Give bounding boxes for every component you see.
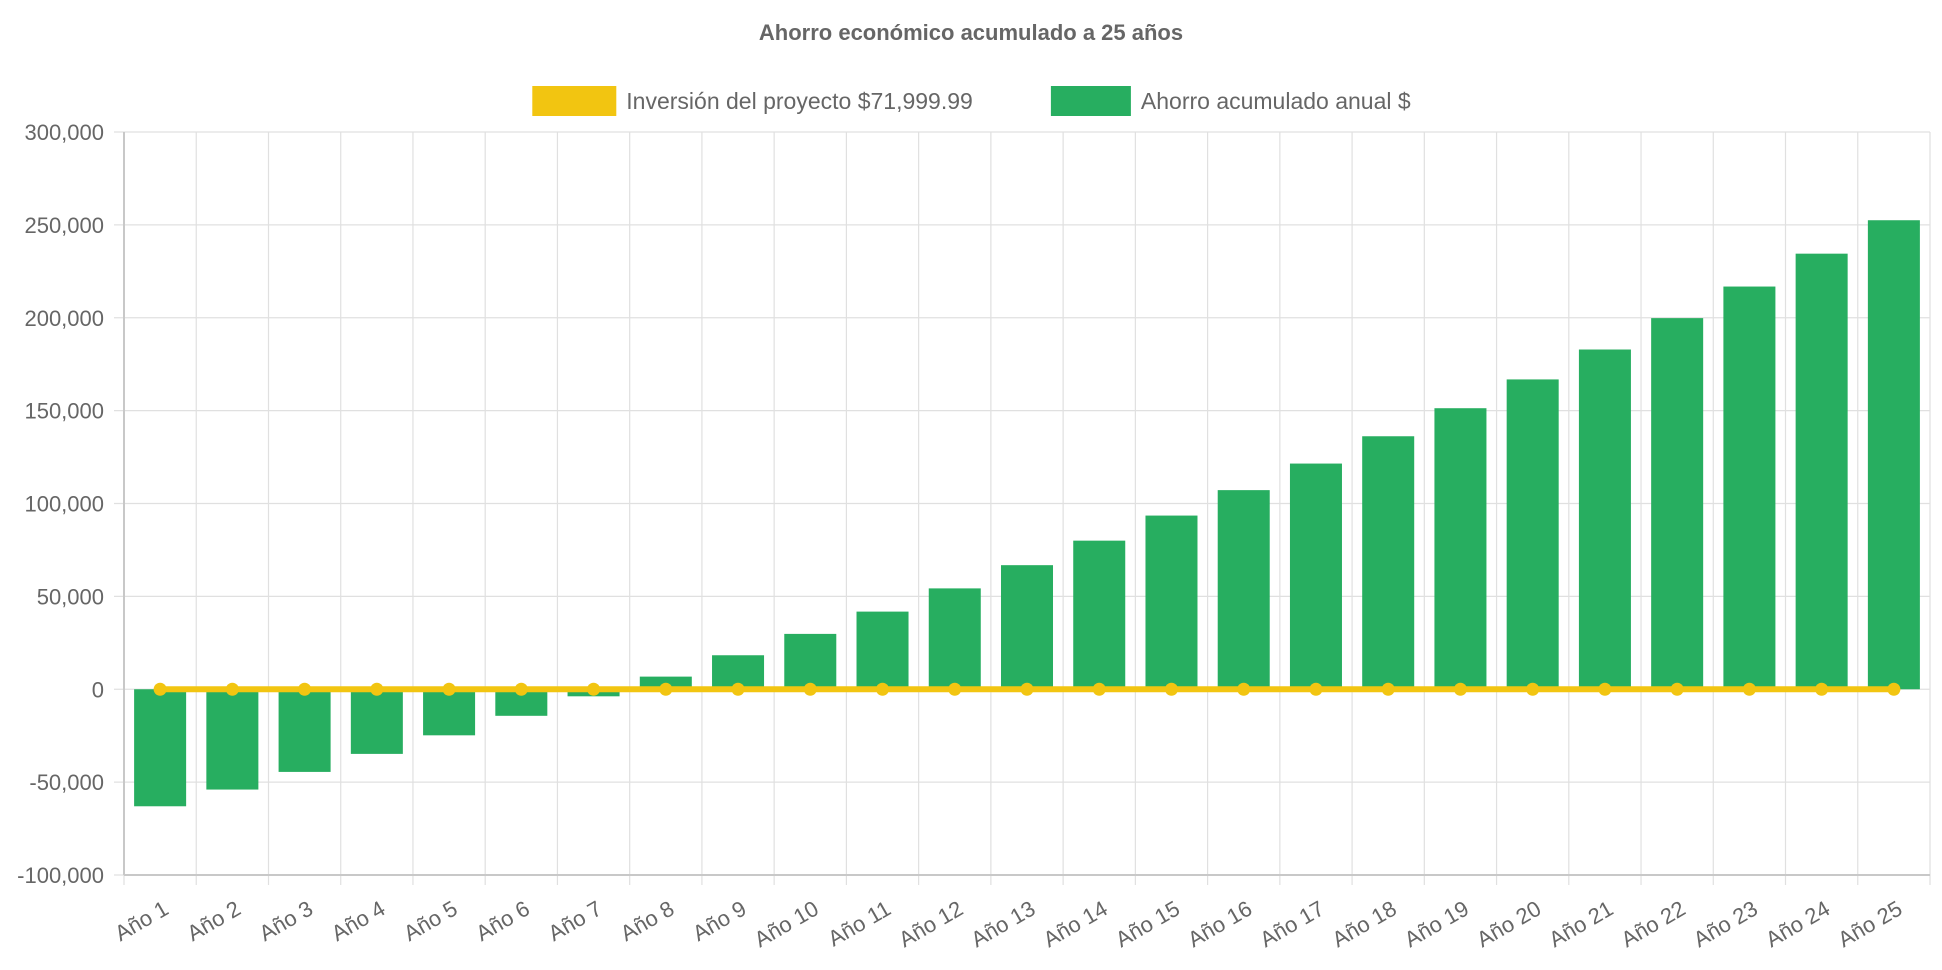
x-tick-label: Año 20 bbox=[1472, 896, 1545, 953]
investment-point bbox=[225, 682, 239, 696]
investment-point bbox=[1381, 682, 1395, 696]
bar bbox=[1145, 515, 1198, 690]
legend-swatch bbox=[1050, 86, 1131, 116]
bar bbox=[1867, 220, 1920, 690]
x-tick-label: Año 4 bbox=[327, 896, 389, 946]
bar bbox=[206, 689, 259, 790]
legend-label: Inversión del proyecto $71,999.99 bbox=[626, 88, 973, 114]
x-tick-label: Año 6 bbox=[472, 896, 534, 946]
y-tick-label: 50,000 bbox=[37, 584, 104, 609]
x-tick-label: Año 7 bbox=[544, 896, 606, 946]
x-tick-label: Año 14 bbox=[1039, 896, 1112, 953]
y-tick-label: 0 bbox=[92, 677, 104, 702]
x-tick-label: Año 23 bbox=[1689, 896, 1762, 953]
x-tick-label: Año 16 bbox=[1183, 896, 1256, 953]
investment-point bbox=[1309, 682, 1323, 696]
investment-point bbox=[1020, 682, 1034, 696]
axis-layer: 300,000 250,000 200,000 150,000 100,000 50,00… bbox=[17, 120, 1930, 952]
investment-point bbox=[731, 682, 745, 696]
bar bbox=[278, 689, 331, 772]
x-tick-label: Año 1 bbox=[110, 896, 172, 946]
x-tick-label: Año 5 bbox=[399, 896, 461, 946]
investment-point bbox=[370, 682, 384, 696]
bar bbox=[423, 689, 476, 736]
bar bbox=[1362, 436, 1415, 690]
bar bbox=[1506, 379, 1559, 690]
x-tick-label: Año 19 bbox=[1400, 896, 1473, 953]
bar bbox=[1434, 408, 1487, 690]
legend-label: Ahorro acumulado anual $ bbox=[1141, 88, 1411, 114]
investment-point bbox=[803, 682, 817, 696]
x-tick-label: Año 10 bbox=[750, 896, 823, 953]
y-tick-label: 300,000 bbox=[24, 120, 104, 145]
y-tick-label: 200,000 bbox=[24, 306, 104, 331]
x-tick-label: Año 11 bbox=[824, 896, 895, 952]
investment-point bbox=[1598, 682, 1612, 696]
x-tick-label: Año 24 bbox=[1761, 896, 1834, 953]
investment-point bbox=[153, 682, 167, 696]
investment-point bbox=[1742, 682, 1756, 696]
x-tick-label: Año 3 bbox=[255, 896, 317, 946]
x-tick-label: Año 2 bbox=[183, 896, 245, 946]
investment-point bbox=[1815, 682, 1829, 696]
bar bbox=[928, 588, 981, 690]
x-tick-label: Año 22 bbox=[1617, 896, 1690, 953]
investment-point bbox=[1887, 682, 1901, 696]
y-tick-label: 250,000 bbox=[24, 213, 104, 238]
investment-point bbox=[587, 682, 601, 696]
bar bbox=[1217, 490, 1270, 690]
x-tick-label: Año 9 bbox=[688, 896, 750, 946]
investment-point bbox=[1164, 682, 1178, 696]
bar bbox=[1000, 565, 1054, 690]
investment-point bbox=[1453, 682, 1467, 696]
bar bbox=[784, 633, 837, 690]
x-tick-label: Año 12 bbox=[894, 896, 967, 953]
bar bbox=[1795, 253, 1848, 690]
y-tick-label: 150,000 bbox=[24, 399, 104, 424]
bars-layer bbox=[134, 220, 1920, 807]
legend[interactable]: Inversión del proyecto $71,999.99 Ahorro … bbox=[532, 86, 1411, 116]
y-tick-label: -100,000 bbox=[17, 863, 104, 888]
x-tick-label: Año 13 bbox=[967, 896, 1040, 953]
x-tick-label: Año 21 bbox=[1545, 896, 1618, 953]
bar bbox=[1289, 463, 1342, 690]
bar bbox=[1723, 286, 1776, 690]
line-layer bbox=[153, 682, 1901, 696]
investment-point bbox=[1237, 682, 1251, 696]
investment-point bbox=[514, 682, 528, 696]
investment-point bbox=[659, 682, 673, 696]
chart-title: Ahorro económico acumulado a 25 años bbox=[759, 20, 1183, 45]
x-tick-label: Año 8 bbox=[616, 896, 678, 946]
x-tick-label: Año 15 bbox=[1111, 896, 1184, 953]
investment-point bbox=[1526, 682, 1540, 696]
y-tick-label: 100,000 bbox=[24, 492, 104, 517]
bar bbox=[350, 689, 403, 754]
bar bbox=[1651, 318, 1704, 690]
investment-point bbox=[876, 682, 890, 696]
bar bbox=[856, 611, 909, 690]
x-tick-label: Año 17 bbox=[1256, 896, 1329, 953]
bar bbox=[1073, 540, 1126, 690]
investment-point bbox=[1092, 682, 1106, 696]
investment-point bbox=[298, 682, 312, 696]
investment-point bbox=[948, 682, 962, 696]
x-tick-label: Año 18 bbox=[1328, 896, 1401, 953]
investment-point bbox=[442, 682, 456, 696]
investment-point bbox=[1670, 682, 1684, 696]
x-tick-label: Año 25 bbox=[1833, 896, 1906, 953]
legend-swatch bbox=[532, 86, 617, 116]
bar bbox=[1578, 349, 1631, 690]
grid-layer bbox=[114, 131, 1931, 885]
y-tick-label: -50,000 bbox=[29, 770, 104, 795]
bar bbox=[134, 689, 187, 807]
